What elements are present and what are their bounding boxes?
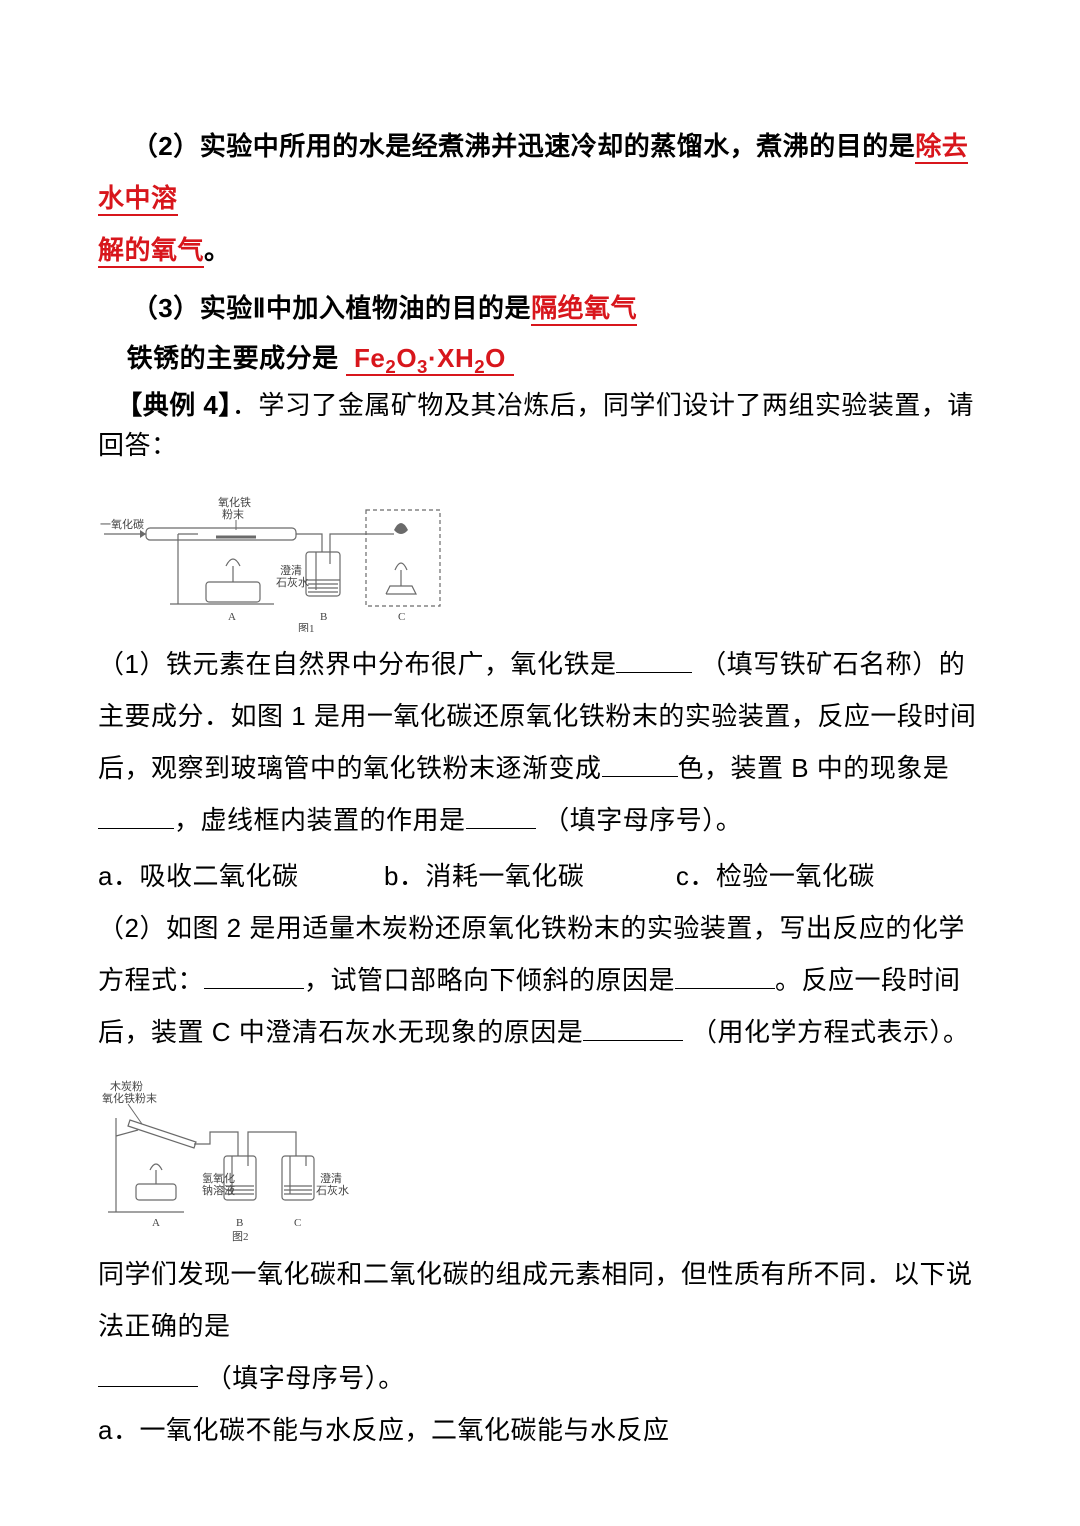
fig1-label-c: C bbox=[398, 611, 405, 623]
fig1-caption: 图1 bbox=[298, 622, 315, 632]
conclusion-blank-line: （填字母序号）。 bbox=[98, 1352, 982, 1404]
blank-7[interactable] bbox=[583, 1014, 683, 1041]
option-1c: c．检验一氧化碳 bbox=[676, 861, 875, 891]
options-1: a．吸收二氧化碳 b．消耗一氧化碳 c．检验一氧化碳 bbox=[98, 850, 982, 902]
question-2: （2）如图 2 是用适量木炭粉还原氧化铁粉末的实验装置，写出反应的化学方程式：，… bbox=[98, 902, 982, 1058]
option-2a: a．一氧化碳不能与水反应，二氧化碳能与水反应 bbox=[98, 1404, 982, 1456]
q1-text-c: 色，装置 B 中的现象是 bbox=[678, 753, 950, 783]
paragraph-3: （3）实验Ⅱ中加入植物油的目的是隔绝氧气 bbox=[98, 282, 982, 334]
rust-formula: Fe2O3·XH2O bbox=[346, 343, 513, 376]
q1-text-e: （填字母序号）。 bbox=[543, 805, 742, 835]
fig2-label-a: A bbox=[152, 1217, 160, 1229]
figure-1: 一氧化碳 氧化铁 粉末 澄清 石灰水 A B C 图1 bbox=[98, 474, 458, 632]
q1-text-a: （1）铁元素在自然界中分布很广，氧化铁是 bbox=[98, 649, 616, 679]
ex4-prefix: 【典例 4】 bbox=[116, 390, 232, 420]
p2-answer-part2: 解的氧气 bbox=[98, 235, 204, 268]
rust-line: 铁锈的主要成分是 Fe2O3·XH2O bbox=[98, 338, 982, 381]
fig1-label-co: 一氧化碳 bbox=[100, 517, 144, 531]
q1-text-d: ，虚线框内装置的作用是 bbox=[174, 805, 466, 835]
fig2-label-naoh-1: 氢氧化 bbox=[202, 1171, 235, 1185]
blank-4[interactable] bbox=[466, 802, 536, 829]
fig2-label-naoh-2: 钠溶液 bbox=[202, 1183, 235, 1197]
page-root: （2）实验中所用的水是经煮沸并迅速冷却的蒸馏水，煮沸的目的是除去水中溶 解的氧气… bbox=[0, 0, 1080, 1526]
blank-1[interactable] bbox=[616, 646, 692, 673]
q2-text-d: （用化学方程式表示）。 bbox=[691, 1017, 970, 1047]
fig1-label-b: B bbox=[320, 611, 327, 623]
p3-answer: 隔绝氧气 bbox=[531, 293, 637, 326]
fig1-label-powder-2: 粉末 bbox=[222, 507, 244, 521]
fig1-label-powder-1: 氧化铁 bbox=[218, 495, 251, 509]
fig1-label-lime-1: 澄清 bbox=[280, 563, 302, 577]
blank-8[interactable] bbox=[98, 1360, 198, 1387]
example-4: 【典例 4】．学习了金属矿物及其冶炼后，同学们设计了两组实验装置，请回答： bbox=[98, 385, 982, 466]
fig2-caption: 图2 bbox=[232, 1230, 249, 1242]
question-1: （1）铁元素在自然界中分布很广，氧化铁是 （填写铁矿石名称）的主要成分．如图 1… bbox=[98, 638, 982, 846]
fig2-label-b: B bbox=[236, 1217, 243, 1229]
fig2-label-mix-1: 木炭粉 bbox=[110, 1080, 143, 1093]
q2-text-b: ，试管口部略向下倾斜的原因是 bbox=[304, 965, 675, 995]
paragraph-2-cont: 解的氧气。 bbox=[98, 224, 982, 276]
blank-2[interactable] bbox=[602, 750, 678, 777]
concl-a: 同学们发现一氧化碳和二氧化碳的组成元素相同，但性质有所不同．以下说法正确的是 bbox=[98, 1259, 973, 1341]
fig2-label-lime-1: 澄清 bbox=[320, 1171, 342, 1185]
figure-2: 木炭粉 氧化铁粉末 氢氧化 钠溶液 澄清 石灰水 A B C 图2 bbox=[98, 1066, 368, 1242]
p3-text: （3）实验Ⅱ中加入植物油的目的是 bbox=[132, 293, 531, 323]
fig2-label-lime-2: 石灰水 bbox=[316, 1183, 349, 1197]
blank-5[interactable] bbox=[204, 962, 304, 989]
blank-6[interactable] bbox=[675, 962, 775, 989]
option-1a: a．吸收二氧化碳 bbox=[98, 861, 298, 891]
concl-b: （填字母序号）。 bbox=[206, 1363, 405, 1393]
conclusion-text: 同学们发现一氧化碳和二氧化碳的组成元素相同，但性质有所不同．以下说法正确的是 bbox=[98, 1248, 982, 1352]
fig1-label-lime-2: 石灰水 bbox=[276, 575, 309, 589]
blank-3[interactable] bbox=[98, 802, 174, 829]
fig1-label-a: A bbox=[228, 611, 236, 623]
p2-text: （2）实验中所用的水是经煮沸并迅速冷却的蒸馏水，煮沸的目的是 bbox=[132, 131, 915, 161]
p2-period: 。 bbox=[204, 235, 231, 265]
rust-label: 铁锈的主要成分是 bbox=[127, 343, 347, 373]
fig2-label-mix-2: 氧化铁粉末 bbox=[102, 1091, 157, 1105]
paragraph-2: （2）实验中所用的水是经煮沸并迅速冷却的蒸馏水，煮沸的目的是除去水中溶 bbox=[98, 120, 982, 224]
option-1b: b．消耗一氧化碳 bbox=[384, 861, 584, 891]
fig2-label-c: C bbox=[294, 1217, 301, 1229]
